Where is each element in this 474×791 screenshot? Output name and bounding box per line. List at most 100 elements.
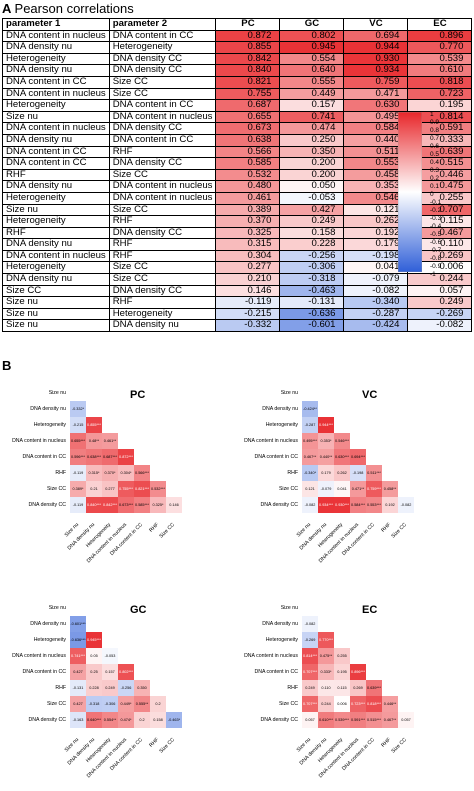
correlation-cell: 0.115 xyxy=(407,215,473,228)
correlation-cell: -0.269 xyxy=(407,307,473,321)
correlation-cell: -0.256 xyxy=(279,249,345,263)
matrix-cell: 0.041 xyxy=(334,481,350,497)
matrix-cell: -0.636*** xyxy=(70,632,86,648)
correlation-cell: 0.050 xyxy=(279,180,345,193)
param-cell: DNA content in CC xyxy=(2,145,110,159)
matrix-cell: 0.249 xyxy=(302,680,318,696)
correlation-cell: 0.930 xyxy=(343,52,409,66)
matrix-cell: -0.332* xyxy=(70,401,86,417)
param-cell: Heterogeneity xyxy=(108,307,217,321)
correlation-cell: 0.370 xyxy=(215,215,281,228)
matrix-cell: 0.532*** xyxy=(150,481,166,497)
colorbar-tick: -0.5 xyxy=(430,231,442,238)
table-row: DNA content in CC Size CC 0.821 0.555 0.759 0… xyxy=(2,75,473,89)
correlation-cell: 0.934 xyxy=(343,64,409,77)
table-row: Size nu DNA density nu -0.332 -0.601 -0.424-… xyxy=(2,319,473,333)
matrix-cell: 0.896*** xyxy=(350,664,366,680)
row-label: Size nu xyxy=(48,605,66,611)
panel-a-label: A xyxy=(2,1,11,16)
table-row: DNA content in CC DNA density CC 0.585 0.20… xyxy=(2,157,473,170)
matrix-cell: -0.198 xyxy=(350,465,366,481)
matrix-cell: 0.759*** xyxy=(366,481,382,497)
matrix-cell: 0.511*** xyxy=(366,465,382,481)
correlation-cell: 0.057 xyxy=(407,284,473,298)
param-cell: RHF xyxy=(108,238,217,251)
matrix-cell: 0.249 xyxy=(102,680,118,696)
param-cell: DNA content in nucleus xyxy=(108,110,217,124)
matrix-cell: 0.157 xyxy=(102,664,118,680)
correlation-cell: 0.515 xyxy=(407,157,473,170)
row-label: DNA density nu xyxy=(30,406,66,412)
correlation-cell: 0.244 xyxy=(407,273,473,286)
matrix-cell: 0.770*** xyxy=(318,632,334,648)
matrix-cell: 0.304* xyxy=(118,465,134,481)
matrix-cell: 0.325* xyxy=(150,497,166,513)
param-cell: DNA density nu xyxy=(2,180,110,193)
matrix-cell: 0.2 xyxy=(134,712,150,728)
param-cell: DNA density CC xyxy=(108,157,217,170)
matrix-cell: 0.638*** xyxy=(86,449,102,465)
matrix-cell: 0.755*** xyxy=(118,481,134,497)
correlation-cell: 0.755 xyxy=(215,87,281,101)
row-label: RHF xyxy=(55,470,66,476)
param-cell: Size CC xyxy=(108,261,217,275)
param-cell: DNA density nu xyxy=(2,133,110,147)
correlation-cell: 0.723 xyxy=(407,87,473,101)
colorbar-tick: 0.8 xyxy=(430,127,440,134)
correlation-cell: 0.304 xyxy=(215,249,281,263)
param-cell: Size CC xyxy=(2,284,110,298)
matrix-cell: 0.121 xyxy=(302,481,318,497)
header-vc: VC xyxy=(343,18,409,31)
matrix-cell: 0.515*** xyxy=(366,712,382,728)
param-cell: Heterogeneity xyxy=(2,191,110,205)
matrix-cell: 0.350 xyxy=(134,680,150,696)
correlation-cell: 0.157 xyxy=(279,99,345,112)
correlation-cell: 0.480 xyxy=(215,180,281,193)
matrix-cell: 0.673*** xyxy=(118,497,134,513)
row-label: DNA density nu xyxy=(262,621,298,627)
matrix-cell: 0.05 xyxy=(86,648,102,664)
row-label: RHF xyxy=(55,685,66,691)
table-row: RHF DNA density CC 0.325 0.158 0.192 0.467 xyxy=(2,226,473,240)
matrix-cell: 0.427 xyxy=(70,696,86,712)
param-cell: Heterogeneity xyxy=(2,52,110,66)
correlation-cell: 0.179 xyxy=(343,238,409,251)
row-label: DNA content in nucleus xyxy=(244,653,298,659)
row-label: Size CC xyxy=(46,701,66,707)
param-cell: DNA density CC xyxy=(108,226,217,240)
correlation-cell: 0.195 xyxy=(407,99,473,112)
correlation-cell: 0.707 xyxy=(407,203,473,217)
panel-a-title: A Pearson correlations xyxy=(2,1,134,16)
colorbar xyxy=(398,112,422,272)
param-cell: Heterogeneity xyxy=(108,41,217,54)
table-row: DNA density nu Heterogeneity 0.855 0.945 0.9… xyxy=(2,41,473,54)
matrix-cell: 0.934*** xyxy=(318,497,334,513)
correlation-cell: -0.079 xyxy=(343,273,409,286)
correlation-cell: 0.315 xyxy=(215,238,281,251)
row-label: DNA density CC xyxy=(28,717,66,723)
param-cell: DNA density CC xyxy=(108,64,217,77)
row-label: DNA density CC xyxy=(260,502,298,508)
matrix-cell: 0.821*** xyxy=(134,481,150,497)
matrix-cell: -0.601*** xyxy=(70,616,86,632)
correlation-cell: 0.584 xyxy=(343,122,409,135)
matrix-cell: 0.655*** xyxy=(70,433,86,449)
matrix-cell: -0.463* xyxy=(166,712,182,728)
row-label: DNA content in CC xyxy=(254,669,298,675)
row-label: DNA content in nucleus xyxy=(12,653,66,659)
matrix-cell: 0.467** xyxy=(382,712,398,728)
table-row: Size nu RHF -0.119 -0.131 -0.340 0.249 xyxy=(2,296,473,309)
param-cell: Size CC xyxy=(108,168,217,182)
correlation-cell: -0.463 xyxy=(279,284,345,298)
row-label: DNA content in nucleus xyxy=(12,438,66,444)
row-label: DNA density CC xyxy=(260,717,298,723)
correlation-cell: 0.262 xyxy=(343,215,409,228)
correlation-cell: 0.554 xyxy=(279,52,345,66)
matrix-cell: -0.256 xyxy=(118,680,134,696)
colorbar-tick: -0.6 xyxy=(430,239,442,246)
correlation-cell: 0.146 xyxy=(215,284,281,298)
matrix-cell: 0.353* xyxy=(318,433,334,449)
matrix-cell: 0.057 xyxy=(398,712,414,728)
param-cell: Size nu xyxy=(2,203,110,217)
matrix-cell: 0.471** xyxy=(350,481,366,497)
